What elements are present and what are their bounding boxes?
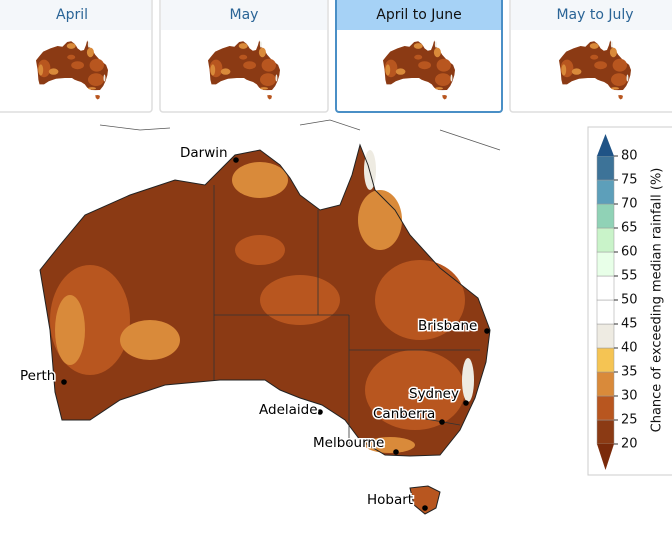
city-dot [439, 419, 445, 425]
legend-tick-label: 20 [621, 437, 638, 452]
legend-tick-label: 40 [621, 341, 638, 356]
city-label: Darwin [180, 145, 228, 161]
city-dot [422, 505, 428, 511]
tab-label: May to July [556, 7, 633, 23]
legend-tick-label: 60 [621, 245, 638, 260]
tab[interactable]: May [159, 0, 329, 113]
legend-tick-label: 65 [621, 221, 638, 236]
legend-tick-label: 25 [621, 413, 638, 428]
legend-swatch [596, 323, 615, 349]
city-dot [484, 328, 490, 334]
city-label: Melbourne [313, 435, 384, 451]
legend-tick-label: 50 [621, 293, 638, 308]
tab-header [337, 0, 501, 30]
city-dot [61, 379, 67, 385]
tab[interactable]: May to July [509, 0, 672, 113]
city-label: Hobart [367, 492, 413, 508]
tab[interactable]: April [0, 0, 153, 113]
legend-arrow-high [597, 134, 614, 156]
legend-swatch [596, 419, 615, 445]
city-label: Brisbane [418, 318, 477, 334]
legend-title: Chance of exceeding median rainfall (%) [650, 168, 665, 433]
legend-swatch [596, 203, 615, 229]
tab-label: April to June [376, 7, 461, 23]
state-borders [213, 185, 480, 445]
legend-swatch [596, 155, 615, 181]
legend-tick-label: 30 [621, 389, 638, 404]
legend-tick-label: 55 [621, 269, 638, 284]
legend-swatch [596, 347, 615, 373]
tab-header [0, 0, 151, 30]
legend-swatch [596, 395, 615, 421]
legend-tick-label: 75 [621, 173, 638, 188]
cities: Darwin Perth Adelaide Melbourne Canberra Sydn… [19, 144, 490, 511]
tab[interactable]: April to June [335, 0, 503, 113]
city-dot [317, 409, 323, 415]
tab-header [161, 0, 327, 30]
legend-swatch [596, 227, 615, 253]
legend-tick-label: 80 [621, 149, 638, 164]
tab-bar: April May April to June May to July [0, 0, 672, 113]
tab-label: May [230, 7, 259, 23]
legend-tick-label: 70 [621, 197, 638, 212]
city-label: Canberra [373, 406, 435, 422]
city-dot [233, 157, 239, 163]
legend-swatch [596, 179, 615, 205]
tab-label: April [56, 7, 88, 23]
city-label: Adelaide [259, 402, 318, 418]
city-dot [393, 449, 399, 455]
legend-swatch [596, 371, 615, 397]
map [39, 119, 501, 515]
legend-arrow-low [597, 444, 614, 470]
legend-swatch [596, 251, 615, 277]
city-dot [463, 400, 469, 406]
tab-header [511, 0, 672, 30]
legend-tick-label: 35 [621, 365, 638, 380]
city-label: Perth [20, 368, 55, 384]
legend-tick-label: 45 [621, 317, 638, 332]
legend: 20 25 30 35 40 45 50 55 60 65 70 75 80 Chance of exce… [587, 126, 672, 476]
legend-swatch [596, 275, 615, 301]
city-label: Sydney [409, 386, 459, 402]
legend-swatch [596, 299, 615, 325]
